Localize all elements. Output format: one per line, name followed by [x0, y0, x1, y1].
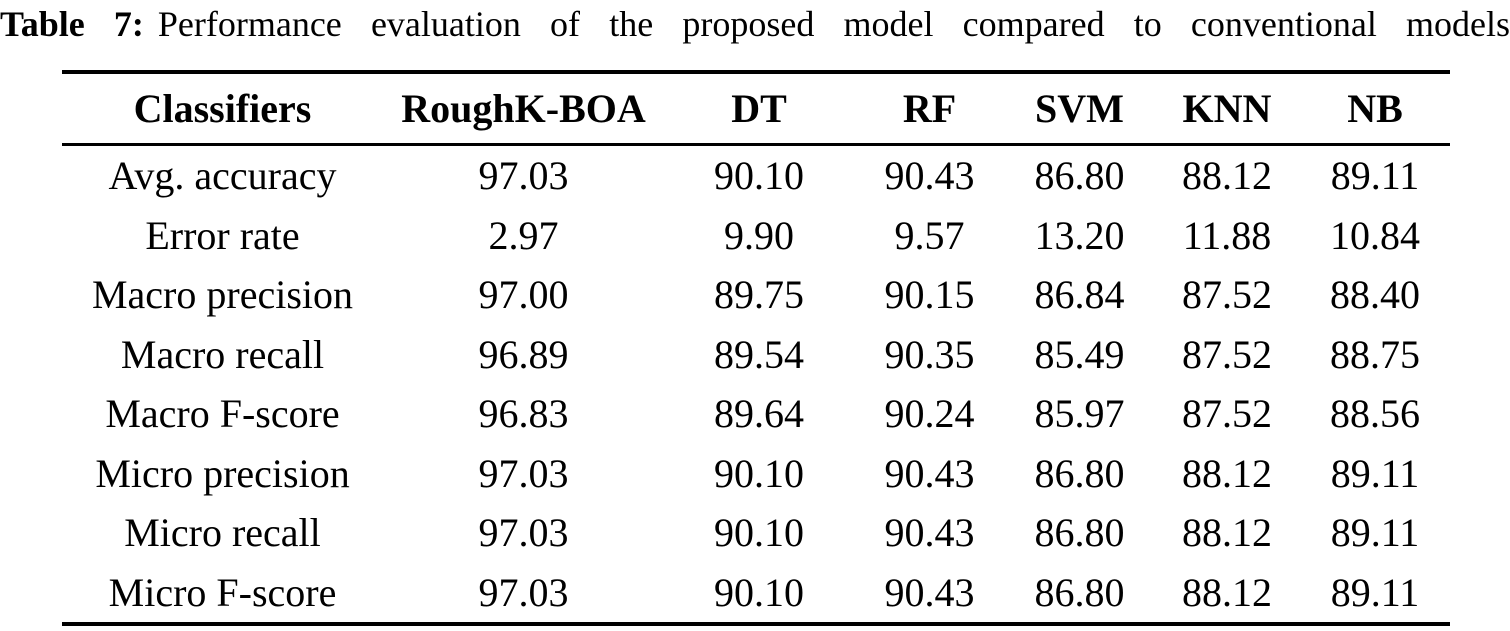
table-row: Macro precision 97.00 89.75 90.15 86.84 87.52…	[62, 265, 1450, 325]
col-header-nb: NB	[1300, 72, 1450, 146]
table-header: Classifiers RoughK-BOA DT RF SVM KNN NB	[62, 72, 1450, 146]
cell-value: 97.03	[478, 450, 569, 496]
table-row: Macro recall 96.89 89.54 90.35 85.49 87.52 88.…	[62, 325, 1450, 385]
cell-value: 89.54	[714, 331, 804, 377]
row-label: Error rate	[145, 212, 300, 258]
cell-value: 85.97	[1034, 391, 1125, 436]
cell-value: 87.52	[1182, 331, 1272, 377]
caption-label: Table 7:	[0, 4, 144, 44]
row-label: Macro precision	[91, 272, 353, 317]
cell-value: 90.10	[714, 153, 804, 198]
cell-value: 2.97	[488, 212, 559, 258]
cell-value: 88.12	[1182, 569, 1272, 615]
cell-value: 90.43	[884, 510, 975, 555]
table-body: Avg. accuracy 97.03 90.10 90.43 86.80 88.12 89…	[62, 145, 1450, 625]
cell-value: 96.83	[478, 391, 569, 436]
col-header-dt: DT	[664, 72, 854, 146]
col-header-classifiers: Classifiers	[62, 72, 383, 146]
cell-value: 97.00	[478, 272, 569, 317]
cell-value: 88.12	[1182, 510, 1272, 555]
row-label: Micro precision	[95, 450, 350, 496]
cell-value: 89.11	[1330, 569, 1420, 615]
cell-value: 97.03	[478, 510, 569, 555]
col-header-roughk-boa: RoughK-BOA	[383, 72, 664, 146]
cell-value: 9.90	[724, 212, 794, 258]
cell-value: 86.80	[1034, 450, 1125, 496]
cell-value: 85.49	[1034, 331, 1125, 377]
cell-value: 90.43	[884, 569, 975, 615]
caption-text: Performance evaluation of the proposed m…	[157, 4, 1510, 44]
col-header-svm: SVM	[1005, 72, 1154, 146]
cell-value: 9.57	[894, 212, 965, 258]
cell-value: 90.15	[884, 272, 975, 317]
cell-value: 90.43	[884, 153, 975, 198]
cell-value: 88.12	[1182, 153, 1272, 198]
performance-table: Classifiers RoughK-BOA DT RF SVM KNN NB …	[62, 70, 1450, 626]
cell-value: 97.03	[478, 153, 569, 198]
table-row: Avg. accuracy 97.03 90.10 90.43 86.80 88.12 89…	[62, 145, 1450, 206]
cell-value: 89.11	[1330, 510, 1420, 555]
cell-value: 11.88	[1182, 212, 1272, 258]
row-label: Macro recall	[120, 331, 325, 377]
cell-value: 89.64	[714, 391, 804, 436]
table-row: Micro F-score 97.03 90.10 90.43 86.80 88.12 89…	[62, 563, 1450, 625]
row-label: Macro F-score	[105, 391, 340, 436]
cell-value: 86.80	[1034, 153, 1125, 198]
cell-value: 89.75	[714, 272, 804, 317]
cell-value: 90.24	[884, 391, 975, 436]
table-row: Error rate 2.97 9.90 9.57 13.20 11.88 10.84	[62, 206, 1450, 266]
cell-value: 90.10	[714, 450, 804, 496]
table-row: Micro precision 97.03 90.10 90.43 86.80 88.12…	[62, 444, 1450, 504]
cell-value: 89.11	[1330, 450, 1420, 496]
row-label: Avg. accuracy	[108, 153, 337, 198]
cell-value: 90.10	[714, 510, 804, 555]
cell-value: 96.89	[478, 331, 569, 377]
cell-value: 88.40	[1330, 272, 1420, 317]
cell-value: 86.84	[1034, 272, 1125, 317]
cell-value: 87.52	[1182, 272, 1272, 317]
cell-value: 87.52	[1182, 391, 1272, 436]
header-row: Classifiers RoughK-BOA DT RF SVM KNN NB	[62, 72, 1450, 146]
table-row: Micro recall 97.03 90.10 90.43 86.80 88.12 89.…	[62, 503, 1450, 563]
cell-value: 88.12	[1182, 450, 1272, 496]
cell-value: 88.56	[1330, 391, 1420, 436]
cell-value: 90.10	[714, 569, 804, 615]
row-label: Micro F-score	[108, 569, 337, 615]
cell-value: 90.43	[884, 450, 975, 496]
cell-value: 10.84	[1330, 212, 1420, 258]
table-caption: Table 7: Performance evaluation of the pr…	[0, 0, 1510, 48]
cell-value: 89.11	[1330, 153, 1420, 198]
cell-value: 86.80	[1034, 569, 1125, 615]
cell-value: 86.80	[1034, 510, 1125, 555]
table-row: Macro F-score 96.83 89.64 90.24 85.97 87.52 88…	[62, 384, 1450, 444]
row-label: Micro recall	[124, 510, 321, 555]
cell-value: 97.03	[478, 569, 569, 615]
col-header-rf: RF	[854, 72, 1005, 146]
cell-value: 88.75	[1330, 331, 1420, 377]
col-header-knn: KNN	[1154, 72, 1300, 146]
cell-value: 13.20	[1034, 212, 1125, 258]
cell-value: 90.35	[884, 331, 975, 377]
